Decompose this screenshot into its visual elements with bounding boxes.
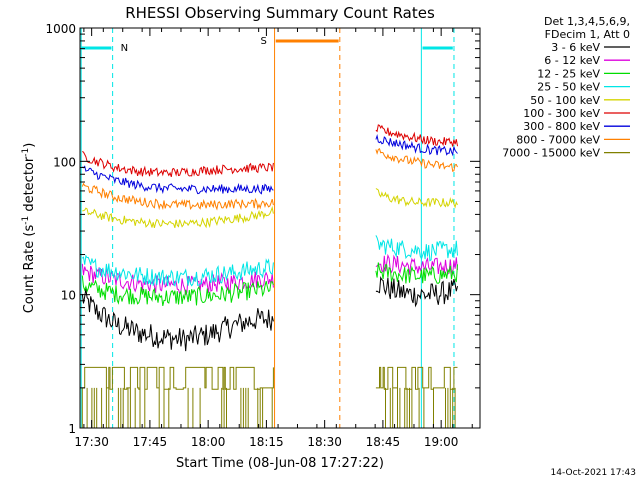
x-tick-label-0: 17:30 (74, 435, 109, 449)
legend-entry-6: 300 - 800 keV (523, 120, 600, 133)
legend-entry-2: 12 - 25 keV (537, 67, 600, 80)
legend-entry-1: 6 - 12 keV (544, 54, 600, 67)
legend-entry-7: 800 - 7000 keV (516, 133, 600, 146)
series-4-segment-0 (82, 205, 274, 229)
series-3-segment-0 (81, 254, 274, 287)
y-axis-label-sup1: -1 (21, 216, 31, 225)
series-7-segment-1 (375, 148, 458, 173)
series-2-segment-1 (375, 262, 458, 284)
x-tick-label-1: 17:45 (133, 435, 168, 449)
series-6-segment-0 (82, 165, 274, 195)
y-tick-label-1: 10 (61, 289, 76, 303)
x-tick-label-3: 18:15 (249, 435, 284, 449)
series-2-segment-0 (81, 275, 274, 307)
series-0-segment-1 (375, 276, 458, 308)
legend-entry-4: 50 - 100 keV (530, 94, 600, 107)
series-4-segment-1 (375, 188, 458, 209)
plot-frame (79, 27, 481, 429)
saa-label: S (261, 36, 267, 47)
series-6-segment-1 (375, 133, 458, 157)
legend-entry-5: 100 - 300 keV (523, 107, 600, 120)
axes-layer: 17:30 17:45 18:00 18:15 18:30 18:45 19:00 1 10 10… (45, 22, 480, 449)
chart-title: RHESSI Observing Summary Count Rates (125, 4, 435, 22)
y-axis-label-end: ) (22, 143, 37, 148)
annotation-layer: NS (80, 28, 455, 428)
series-8-segment-1 (375, 366, 458, 428)
series-3-segment-1 (375, 235, 458, 262)
y-axis-label-main: Count Rate (s (22, 225, 37, 314)
x-tick-label-4: 18:30 (307, 435, 342, 449)
x-tick-label-2: 18:00 (191, 435, 226, 449)
x-axis-label: Start Time (08-Jun-08 17:27:22) (176, 456, 384, 471)
y-tick-label-0: 1 (68, 422, 76, 436)
night-label: N (121, 43, 128, 54)
series-5-segment-1 (375, 124, 458, 147)
y-axis-label: Count Rate (s-1 detector-1) (21, 143, 37, 314)
y-axis-label-mid: detector (22, 156, 37, 216)
x-tick-label-5: 18:45 (366, 435, 401, 449)
legend-header-0: Det 1,3,4,5,6,9, (544, 15, 630, 28)
legend-entry-0: 3 - 6 keV (551, 41, 600, 54)
y-tick-label-3: 1000 (45, 22, 76, 36)
series-0-segment-0 (81, 288, 274, 352)
series-7-segment-0 (81, 182, 274, 211)
legend-header-1: FDecim 1, Att 0 (545, 28, 630, 41)
legend-entry-3: 25 - 50 keV (537, 81, 600, 94)
series-5-segment-0 (82, 151, 274, 178)
footer-timestamp: 14-Oct-2021 17:43 (551, 468, 636, 478)
x-tick-label-6: 19:00 (424, 435, 459, 449)
series-8-segment-0 (81, 366, 274, 428)
series-1-segment-1 (375, 253, 458, 275)
legend-entry-8: 7000 - 15000 keV (502, 147, 600, 160)
y-tick-label-2: 100 (53, 155, 76, 169)
series-layer (81, 124, 458, 428)
y-axis-label-sup2: -1 (21, 148, 31, 157)
legend: Det 1,3,4,5,6,9,FDecim 1, Att 03 - 6 keV… (502, 15, 630, 160)
